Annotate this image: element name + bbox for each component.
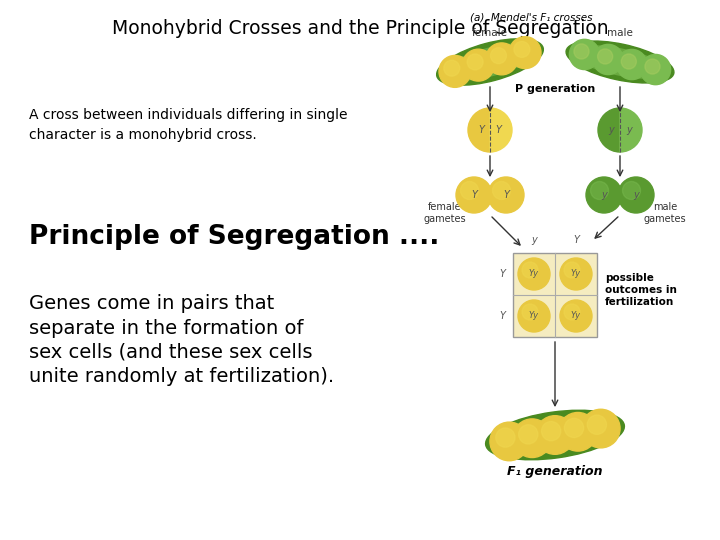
Ellipse shape bbox=[496, 428, 515, 447]
Ellipse shape bbox=[467, 54, 483, 70]
Text: (a)  Mendel's F₁ crosses: (a) Mendel's F₁ crosses bbox=[470, 13, 593, 23]
Ellipse shape bbox=[623, 181, 641, 199]
Ellipse shape bbox=[513, 419, 552, 457]
Ellipse shape bbox=[566, 41, 674, 83]
Ellipse shape bbox=[536, 416, 575, 454]
Ellipse shape bbox=[588, 415, 606, 434]
Ellipse shape bbox=[574, 44, 589, 59]
Ellipse shape bbox=[490, 48, 506, 64]
Text: A cross between individuals differing in single
character is a monohybrid cross.: A cross between individuals differing in… bbox=[29, 108, 347, 141]
Ellipse shape bbox=[564, 418, 584, 437]
Text: Y: Y bbox=[499, 311, 505, 321]
Ellipse shape bbox=[617, 49, 647, 79]
Circle shape bbox=[518, 300, 550, 332]
Text: F₁ generation: F₁ generation bbox=[508, 465, 603, 478]
Ellipse shape bbox=[485, 410, 624, 460]
Circle shape bbox=[456, 177, 492, 213]
Text: Yy: Yy bbox=[529, 269, 539, 279]
Ellipse shape bbox=[443, 44, 537, 80]
Ellipse shape bbox=[582, 409, 620, 448]
Ellipse shape bbox=[436, 39, 544, 85]
Circle shape bbox=[488, 177, 524, 213]
Ellipse shape bbox=[461, 181, 479, 199]
Ellipse shape bbox=[522, 304, 538, 320]
Text: Yy: Yy bbox=[571, 312, 581, 321]
Ellipse shape bbox=[572, 46, 667, 78]
Ellipse shape bbox=[494, 416, 616, 454]
Text: Y: Y bbox=[573, 235, 579, 245]
Circle shape bbox=[618, 177, 654, 213]
Ellipse shape bbox=[492, 181, 510, 199]
Ellipse shape bbox=[559, 413, 597, 451]
Text: y: y bbox=[601, 190, 607, 200]
Text: y: y bbox=[626, 125, 631, 135]
Ellipse shape bbox=[514, 42, 530, 57]
Text: Yy: Yy bbox=[529, 312, 539, 321]
Ellipse shape bbox=[439, 56, 471, 87]
Ellipse shape bbox=[462, 49, 494, 81]
Text: possible
outcomes in
fertilization: possible outcomes in fertilization bbox=[605, 273, 677, 307]
Wedge shape bbox=[620, 108, 642, 152]
Text: Y: Y bbox=[478, 125, 484, 135]
Ellipse shape bbox=[645, 59, 660, 74]
Text: Y: Y bbox=[499, 269, 505, 279]
Text: y: y bbox=[531, 235, 537, 245]
Ellipse shape bbox=[621, 54, 636, 69]
Text: y: y bbox=[633, 190, 639, 200]
Ellipse shape bbox=[518, 424, 538, 444]
Ellipse shape bbox=[564, 262, 580, 278]
Circle shape bbox=[518, 258, 550, 290]
Circle shape bbox=[560, 258, 592, 290]
Text: Y: Y bbox=[496, 125, 502, 135]
Ellipse shape bbox=[593, 44, 624, 75]
Ellipse shape bbox=[522, 262, 538, 278]
Text: female: female bbox=[472, 28, 508, 38]
Wedge shape bbox=[468, 108, 490, 152]
Ellipse shape bbox=[570, 39, 600, 70]
Text: Genes come in pairs that
separate in the formation of
sex cells (and these sex c: Genes come in pairs that separate in the… bbox=[29, 294, 334, 386]
Text: male: male bbox=[607, 28, 633, 38]
Text: Yy: Yy bbox=[571, 269, 581, 279]
Ellipse shape bbox=[541, 422, 561, 441]
Ellipse shape bbox=[590, 181, 608, 199]
Wedge shape bbox=[598, 108, 620, 152]
Text: Monohybrid Crosses and the Principle of Segregation: Monohybrid Crosses and the Principle of … bbox=[112, 19, 608, 38]
Ellipse shape bbox=[564, 304, 580, 320]
Circle shape bbox=[586, 177, 622, 213]
Ellipse shape bbox=[486, 43, 518, 75]
Circle shape bbox=[560, 300, 592, 332]
Ellipse shape bbox=[509, 37, 541, 69]
Text: male
gametes: male gametes bbox=[644, 202, 686, 225]
Wedge shape bbox=[490, 108, 512, 152]
Ellipse shape bbox=[598, 49, 613, 64]
Text: female
gametes: female gametes bbox=[423, 202, 467, 225]
Ellipse shape bbox=[640, 55, 670, 85]
Ellipse shape bbox=[444, 60, 460, 76]
Text: Y: Y bbox=[471, 190, 477, 200]
Text: y: y bbox=[608, 125, 614, 135]
Ellipse shape bbox=[490, 422, 528, 461]
Text: Principle of Segregation ....: Principle of Segregation .... bbox=[29, 224, 439, 250]
Text: P generation: P generation bbox=[515, 84, 595, 94]
Text: Y: Y bbox=[503, 190, 509, 200]
FancyBboxPatch shape bbox=[513, 253, 597, 337]
